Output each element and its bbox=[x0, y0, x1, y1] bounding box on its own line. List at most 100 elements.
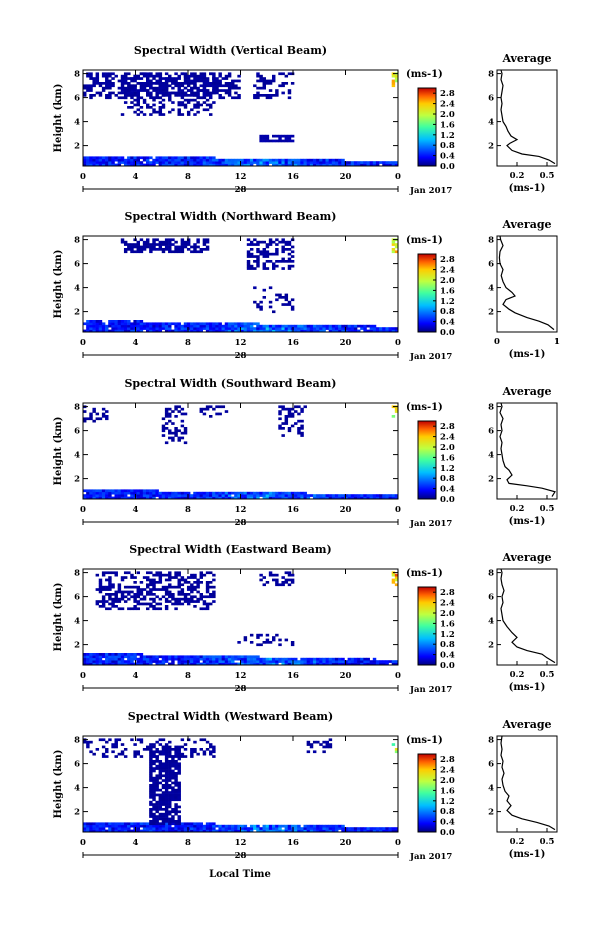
echo-cell bbox=[146, 829, 150, 833]
echo-cell bbox=[234, 662, 238, 666]
echo-cell bbox=[83, 91, 87, 95]
echo-cell bbox=[312, 496, 317, 500]
echo-cell bbox=[127, 327, 131, 330]
echo-cell bbox=[86, 329, 90, 333]
echo-cell bbox=[133, 581, 137, 584]
echo-cell bbox=[127, 163, 131, 167]
x-tick-label: 8 bbox=[185, 671, 191, 681]
echo-cell bbox=[202, 101, 207, 104]
echo-cell bbox=[231, 84, 235, 88]
echo-cell bbox=[237, 74, 241, 78]
echo-cell bbox=[186, 660, 191, 663]
echo-cell bbox=[284, 324, 289, 328]
echo-cell bbox=[278, 412, 282, 416]
echo-cell bbox=[120, 578, 125, 582]
echo-cell bbox=[164, 812, 169, 816]
echo-cell bbox=[136, 108, 140, 112]
date-marker-label: 28 bbox=[235, 684, 247, 694]
echo-cell bbox=[186, 82, 191, 85]
echo-cell bbox=[231, 322, 235, 326]
echo-cell bbox=[161, 662, 166, 666]
echo-cell bbox=[284, 161, 289, 164]
echo-cell bbox=[155, 788, 159, 792]
echo-cell bbox=[98, 583, 103, 587]
echo-cell bbox=[146, 593, 150, 596]
echo-cell bbox=[86, 320, 90, 323]
echo-cell bbox=[259, 74, 263, 78]
echo-cell bbox=[186, 491, 191, 495]
echo-cell bbox=[120, 77, 125, 80]
echo-cell bbox=[130, 590, 134, 594]
echo-cell bbox=[231, 96, 235, 100]
echo-cell bbox=[133, 657, 137, 661]
echo-cell bbox=[83, 156, 87, 160]
echo-cell bbox=[105, 740, 109, 744]
echo-cell bbox=[391, 248, 396, 251]
x-tick-label: 4 bbox=[133, 838, 139, 848]
echo-cell bbox=[117, 161, 122, 164]
echo-cell bbox=[234, 86, 238, 90]
echo-cell bbox=[95, 417, 100, 421]
echo-cell bbox=[164, 750, 169, 754]
echo-cell bbox=[256, 660, 260, 663]
echo-cell bbox=[111, 491, 115, 495]
echo-cell bbox=[95, 327, 100, 330]
echo-cell bbox=[168, 817, 172, 821]
echo-cell bbox=[164, 494, 169, 497]
echo-cell bbox=[180, 238, 185, 242]
echo-cell bbox=[146, 156, 150, 160]
echo-cell bbox=[171, 796, 175, 799]
echo-cell bbox=[164, 800, 169, 804]
echo-cell bbox=[83, 655, 87, 659]
echo-cell bbox=[262, 248, 266, 251]
echo-cell bbox=[149, 245, 153, 249]
echo-cell bbox=[385, 662, 389, 666]
echo-cell bbox=[164, 817, 169, 821]
echo-cell bbox=[149, 757, 153, 761]
echo-cell bbox=[205, 822, 210, 826]
echo-cell bbox=[123, 494, 128, 497]
echo-cell bbox=[319, 494, 323, 497]
echo-cell bbox=[347, 327, 352, 330]
echo-cell bbox=[183, 82, 188, 85]
echo-cell bbox=[205, 158, 210, 162]
echo-cell bbox=[152, 786, 156, 790]
echo-cell bbox=[199, 77, 203, 80]
echo-cell bbox=[114, 163, 118, 167]
echo-cell bbox=[114, 600, 118, 603]
echo-cell bbox=[158, 803, 163, 806]
echo-cell bbox=[95, 320, 100, 323]
echo-cell bbox=[246, 243, 251, 246]
echo-cell bbox=[190, 822, 194, 826]
echo-cell bbox=[385, 329, 389, 333]
echo-cell bbox=[111, 597, 115, 601]
echo-cell bbox=[92, 824, 96, 828]
echo-cell bbox=[152, 322, 156, 326]
echo-cell bbox=[155, 786, 159, 790]
echo-cell bbox=[149, 84, 153, 88]
echo-cell bbox=[149, 779, 153, 782]
echo-cell bbox=[183, 329, 188, 333]
echo-cell bbox=[385, 161, 389, 164]
echo-cell bbox=[168, 415, 172, 418]
echo-cell bbox=[101, 585, 106, 589]
echo-cell bbox=[287, 300, 292, 304]
echo-cell bbox=[117, 327, 122, 330]
echo-cell bbox=[152, 817, 156, 821]
echo-cell bbox=[171, 748, 175, 751]
echo-cell bbox=[152, 74, 156, 78]
echo-cell bbox=[353, 324, 358, 328]
echo-cell bbox=[243, 662, 248, 666]
echo-cell bbox=[303, 494, 307, 497]
echo-cell bbox=[133, 89, 137, 92]
echo-cell bbox=[146, 82, 150, 85]
x-tick-label: 8 bbox=[185, 172, 191, 182]
echo-cell bbox=[101, 573, 106, 577]
echo-cell bbox=[253, 94, 257, 97]
echo-cell bbox=[168, 571, 172, 575]
echo-cell bbox=[127, 571, 131, 575]
echo-cell bbox=[215, 79, 219, 83]
x-tick-label: 4 bbox=[133, 172, 139, 182]
echo-cell bbox=[186, 822, 191, 826]
echo-cell bbox=[86, 827, 90, 830]
